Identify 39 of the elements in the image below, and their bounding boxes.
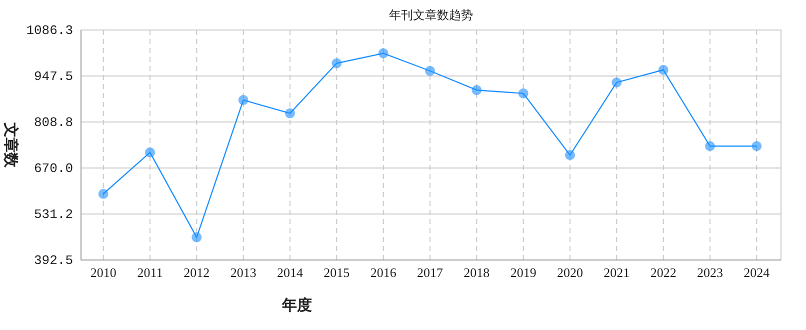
chart-title: 年刊文章数趋势 — [389, 8, 473, 22]
point — [705, 141, 715, 152]
point — [332, 58, 342, 68]
point — [192, 232, 202, 242]
point — [472, 85, 482, 96]
y-tick-label: 808.8 — [34, 114, 73, 130]
x-tick-label: 2023 — [697, 265, 723, 280]
x-tick-label: 2014 — [277, 265, 304, 280]
point — [612, 77, 622, 88]
x-tick-label: 2015 — [324, 265, 350, 280]
y-axis-title: 文章数 — [2, 122, 20, 168]
y-tick-label: 1086.3 — [26, 23, 73, 38]
point — [658, 64, 668, 75]
x-tick-label: 2011 — [137, 265, 163, 280]
point — [425, 66, 435, 76]
point — [285, 108, 295, 118]
x-tick-label: 2017 — [417, 265, 444, 280]
x-tick-label: 2013 — [230, 265, 256, 280]
y-tick-label: 947.5 — [34, 69, 73, 84]
x-tick-label: 2016 — [370, 265, 397, 280]
x-tick-label: 2022 — [650, 265, 676, 280]
point — [518, 88, 528, 98]
x-tick-label: 2010 — [90, 265, 116, 280]
x-tick-label: 2018 — [464, 265, 490, 280]
point — [145, 147, 155, 158]
y-tick-label: 531.2 — [34, 207, 73, 222]
point — [378, 48, 388, 58]
x-tick-label: 2019 — [510, 265, 536, 280]
x-axis-title: 年度 — [281, 296, 312, 314]
point — [98, 188, 108, 199]
x-tick-label: 2024 — [744, 265, 770, 280]
point — [565, 150, 575, 160]
x-tick-label: 2020 — [557, 265, 583, 280]
point — [238, 95, 248, 106]
y-tick-label: 670.0 — [34, 161, 73, 176]
point — [752, 141, 762, 152]
y-tick-label: 392.5 — [34, 253, 73, 268]
x-tick-label: 2012 — [184, 265, 210, 280]
x-tick-label: 2021 — [604, 265, 630, 280]
